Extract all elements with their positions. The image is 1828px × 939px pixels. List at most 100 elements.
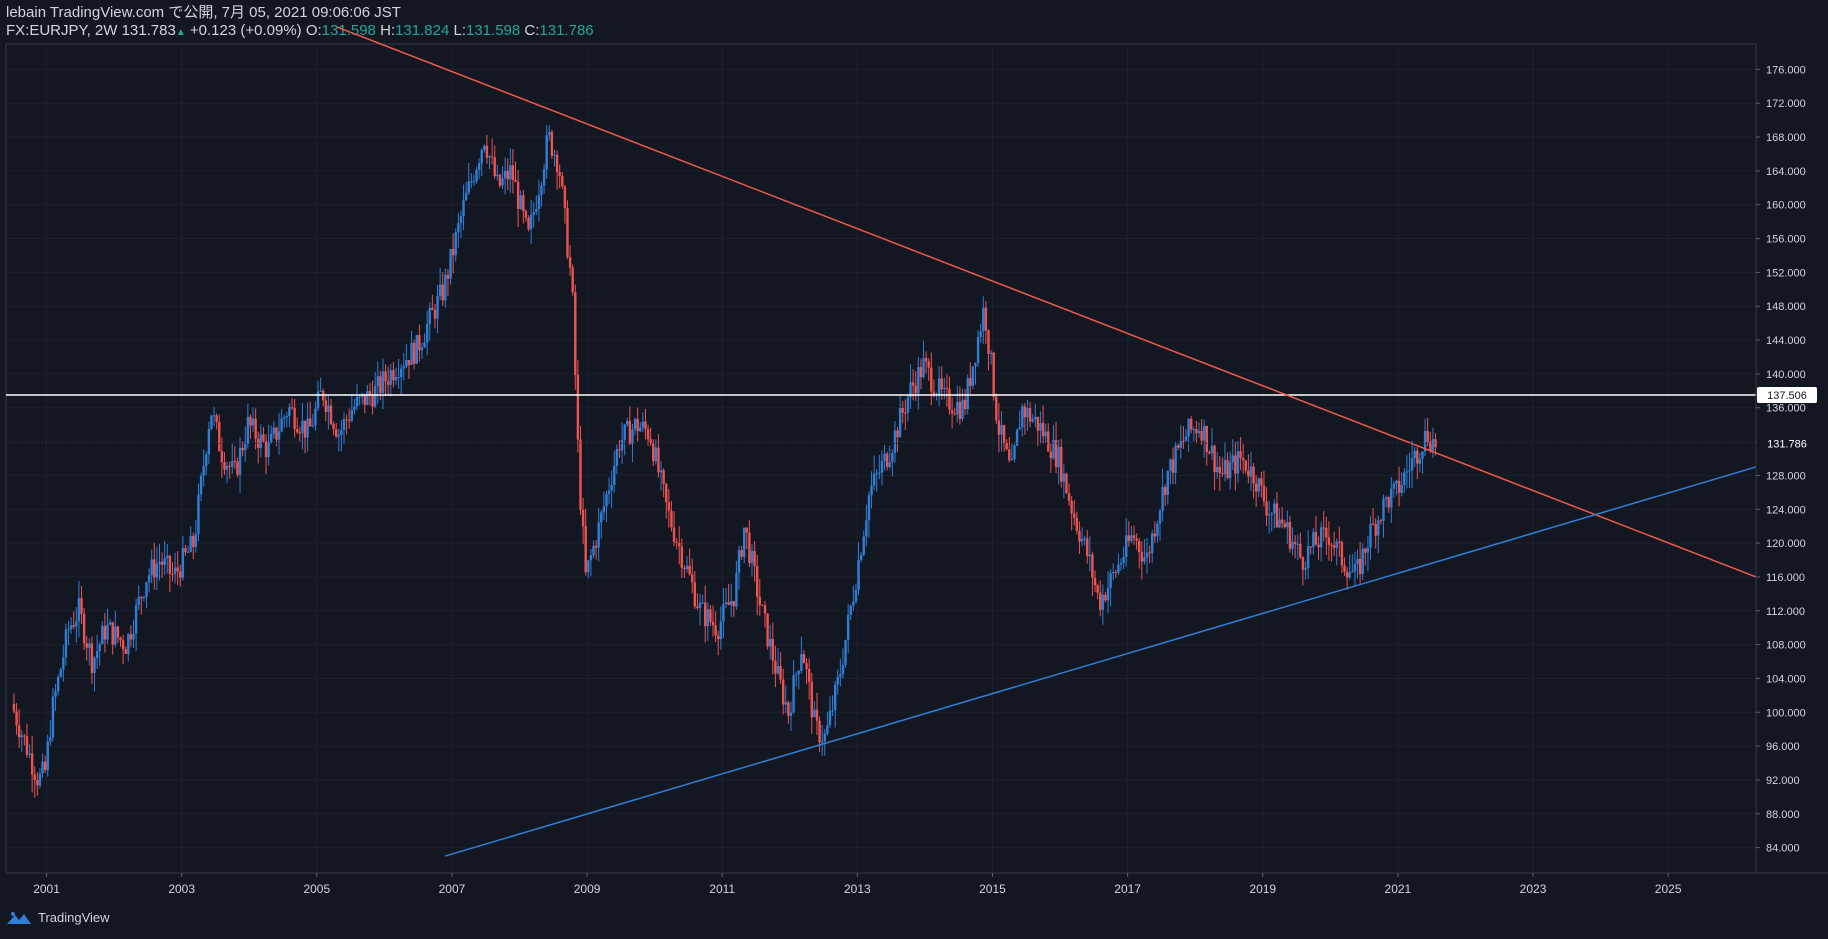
candle-body <box>386 381 390 385</box>
candle-body <box>93 657 96 673</box>
candle-body <box>1390 488 1393 508</box>
candle-body <box>1143 557 1146 562</box>
candle-body <box>470 181 473 183</box>
candle-body <box>1429 442 1432 451</box>
candle-body <box>1317 544 1320 548</box>
candle-body <box>140 597 143 599</box>
candle-body <box>1070 500 1073 514</box>
candle-body <box>945 387 949 389</box>
candle-body <box>859 555 863 561</box>
candle-body <box>524 211 528 218</box>
candle-body <box>636 419 639 432</box>
candle-body <box>246 416 250 444</box>
candle-body <box>568 257 572 268</box>
candle-body <box>1015 429 1019 446</box>
candle-body <box>768 638 772 647</box>
candle-body <box>953 413 956 415</box>
candle-body <box>54 691 57 697</box>
candle-body <box>1052 440 1055 459</box>
candle-body <box>917 367 920 394</box>
price-tick-label: 124.000 <box>1766 504 1806 516</box>
candle-body <box>1028 408 1032 422</box>
candle-body <box>254 418 257 439</box>
candle-body <box>20 735 23 738</box>
candle-body <box>335 429 338 437</box>
candle-body <box>529 214 533 230</box>
candle-body <box>1397 480 1401 494</box>
candle-body <box>285 416 289 418</box>
candle-body <box>854 589 858 602</box>
candle-body <box>116 626 120 638</box>
candle-body <box>745 527 749 533</box>
candle-body <box>1169 459 1172 471</box>
candle-body <box>1044 431 1047 437</box>
candle-body <box>820 741 824 743</box>
candle-body <box>1338 541 1341 543</box>
candle-body <box>1000 425 1003 435</box>
candle-body <box>345 419 348 421</box>
candle-body <box>1361 548 1364 575</box>
candle-body <box>719 621 723 640</box>
candle-body <box>992 352 995 397</box>
price-tick-label: 144.000 <box>1766 335 1806 347</box>
candle-body <box>982 307 985 332</box>
candle-body <box>223 462 226 470</box>
candle-body <box>909 382 912 398</box>
candle-body <box>1434 439 1437 448</box>
candle-body <box>948 388 951 411</box>
candle-body <box>457 223 460 233</box>
candle-body <box>579 439 582 510</box>
candle-body <box>1249 466 1253 477</box>
candle-body <box>41 761 44 774</box>
candle-body <box>1257 478 1260 492</box>
candle-body <box>1421 451 1424 459</box>
candle-body <box>1293 541 1297 544</box>
candle-body <box>1265 501 1268 516</box>
candle-body <box>662 470 665 484</box>
price-axis[interactable]: 84.000 88.000 92.000 96.000 100.000 104.000 10… <box>1756 64 1806 855</box>
candle-body <box>1400 485 1403 494</box>
candle-body <box>761 604 764 606</box>
candle-body <box>566 208 569 258</box>
candle-body <box>1291 541 1294 549</box>
candle-body <box>867 495 871 521</box>
candle-body <box>1416 450 1419 464</box>
candle-body <box>363 393 366 405</box>
candle-body <box>173 567 177 575</box>
candle-body <box>714 625 717 636</box>
candle-body <box>192 535 195 547</box>
candle-body <box>1377 520 1380 536</box>
candle-body <box>59 669 62 677</box>
candle-body <box>166 555 169 559</box>
price-tick-label: 84.000 <box>1766 843 1800 855</box>
candle-body <box>95 650 99 658</box>
candle-body <box>1057 446 1060 468</box>
candle-body <box>753 550 756 566</box>
candle-body <box>106 624 109 640</box>
candle-body <box>976 336 980 363</box>
candle-body <box>205 454 208 467</box>
candle-body <box>766 613 769 647</box>
candle-body <box>1047 431 1050 452</box>
candle-body <box>1335 541 1338 548</box>
candle-body <box>776 666 780 674</box>
candle-body <box>225 465 229 470</box>
footer[interactable]: TradingView <box>6 910 110 925</box>
time-tick-label: 2013 <box>844 882 871 896</box>
candle-body <box>1021 406 1024 428</box>
candle-body <box>202 466 205 476</box>
drawings[interactable] <box>6 26 1757 857</box>
candle-body <box>862 536 865 556</box>
candle-body <box>711 621 715 626</box>
candle-body <box>880 460 884 473</box>
candle-body <box>358 396 361 398</box>
candle-body <box>1374 523 1377 536</box>
candle-body <box>958 401 962 419</box>
price-tick-label: 164.000 <box>1766 166 1806 178</box>
candle-body <box>1114 571 1118 573</box>
candle-body <box>1148 552 1151 554</box>
candle-body <box>46 741 49 771</box>
time-axis[interactable]: 2001 2003 2005 2007 2009 2011 2013 2015 2017 2019… <box>33 873 1682 896</box>
close-value: 131.786 <box>539 22 594 39</box>
